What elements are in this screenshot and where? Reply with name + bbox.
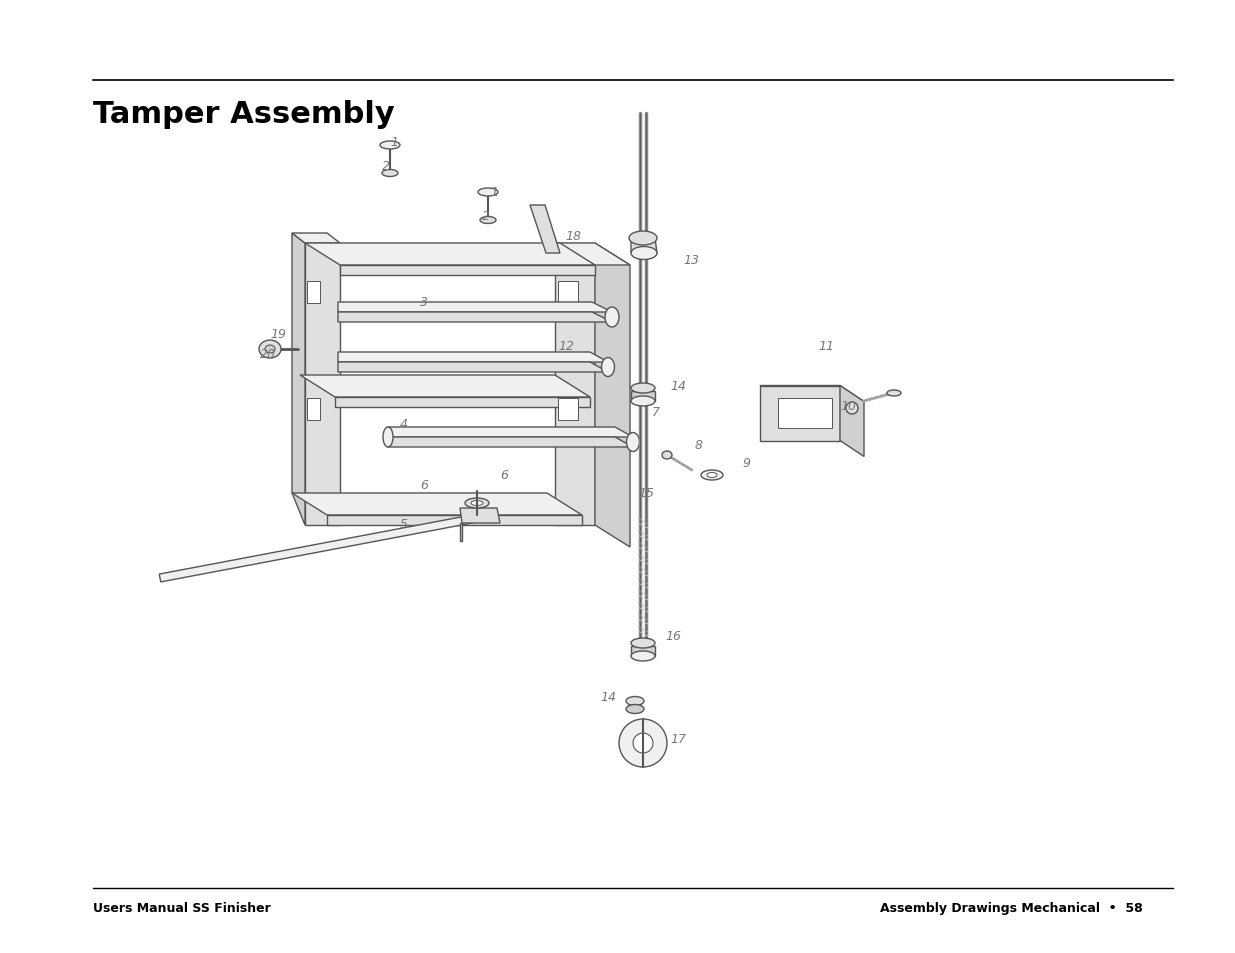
Text: 13: 13	[683, 253, 699, 266]
Ellipse shape	[701, 471, 722, 480]
Polygon shape	[760, 386, 840, 441]
Polygon shape	[555, 244, 630, 266]
Polygon shape	[338, 353, 608, 363]
Ellipse shape	[626, 697, 643, 706]
Ellipse shape	[266, 346, 275, 354]
Polygon shape	[308, 282, 320, 304]
Text: 1: 1	[490, 185, 498, 198]
Text: 17: 17	[671, 733, 685, 745]
Ellipse shape	[626, 705, 643, 714]
Text: 4: 4	[400, 417, 408, 430]
Text: Tamper Assembly: Tamper Assembly	[93, 100, 394, 129]
Circle shape	[619, 720, 667, 767]
Polygon shape	[388, 437, 634, 448]
Text: 6: 6	[500, 469, 508, 482]
Ellipse shape	[605, 308, 619, 328]
Ellipse shape	[383, 428, 393, 448]
Text: 10: 10	[840, 400, 856, 413]
Polygon shape	[459, 509, 500, 523]
Polygon shape	[291, 494, 582, 516]
Text: 6: 6	[420, 479, 429, 492]
Text: 15: 15	[638, 487, 655, 500]
Polygon shape	[338, 363, 608, 373]
Text: 5: 5	[400, 517, 408, 530]
Text: 11: 11	[818, 340, 834, 354]
Polygon shape	[338, 313, 613, 323]
Text: Users Manual SS Finisher: Users Manual SS Finisher	[93, 901, 270, 914]
Ellipse shape	[601, 358, 615, 377]
Text: 2: 2	[382, 160, 390, 173]
Polygon shape	[530, 206, 559, 253]
Text: 12: 12	[558, 340, 574, 354]
Ellipse shape	[471, 501, 483, 506]
Polygon shape	[760, 386, 864, 402]
Ellipse shape	[480, 217, 496, 224]
Ellipse shape	[629, 232, 657, 246]
Polygon shape	[291, 233, 305, 525]
Ellipse shape	[846, 402, 858, 415]
Text: 14: 14	[600, 691, 616, 703]
Ellipse shape	[631, 639, 655, 648]
Polygon shape	[308, 398, 320, 420]
Ellipse shape	[380, 142, 400, 150]
Polygon shape	[631, 239, 657, 253]
Text: 2: 2	[482, 210, 490, 222]
Polygon shape	[300, 375, 590, 397]
Polygon shape	[459, 523, 462, 541]
Polygon shape	[558, 398, 578, 420]
Polygon shape	[388, 428, 634, 437]
Ellipse shape	[478, 189, 498, 196]
Circle shape	[634, 733, 653, 753]
Polygon shape	[340, 266, 595, 275]
Polygon shape	[305, 244, 340, 525]
Ellipse shape	[706, 473, 718, 478]
Ellipse shape	[887, 391, 902, 396]
Polygon shape	[327, 516, 582, 525]
Text: 9: 9	[742, 457, 750, 470]
Polygon shape	[778, 398, 832, 429]
Ellipse shape	[259, 340, 282, 358]
Text: Assembly Drawings Mechanical  •  58: Assembly Drawings Mechanical • 58	[879, 901, 1142, 914]
Polygon shape	[631, 646, 655, 657]
Ellipse shape	[662, 452, 672, 459]
Ellipse shape	[466, 498, 489, 509]
Text: 19: 19	[270, 327, 287, 340]
Text: 1: 1	[390, 135, 398, 149]
Polygon shape	[338, 303, 613, 313]
Polygon shape	[595, 244, 630, 547]
Text: 7: 7	[652, 405, 659, 418]
Polygon shape	[291, 233, 340, 244]
Polygon shape	[840, 386, 864, 457]
Ellipse shape	[631, 651, 655, 661]
Text: 14: 14	[671, 379, 685, 392]
Text: 8: 8	[695, 439, 703, 452]
Text: 16: 16	[664, 629, 680, 641]
Ellipse shape	[631, 396, 655, 407]
Ellipse shape	[631, 384, 655, 394]
Text: 3: 3	[420, 295, 429, 308]
Ellipse shape	[382, 171, 398, 177]
Text: 18: 18	[564, 230, 580, 242]
Polygon shape	[558, 282, 578, 304]
Polygon shape	[305, 244, 595, 266]
Polygon shape	[555, 244, 595, 525]
Ellipse shape	[626, 433, 640, 452]
Polygon shape	[631, 392, 655, 401]
Text: 20: 20	[261, 347, 275, 360]
Ellipse shape	[631, 247, 657, 260]
Polygon shape	[335, 397, 590, 408]
Polygon shape	[159, 515, 478, 582]
